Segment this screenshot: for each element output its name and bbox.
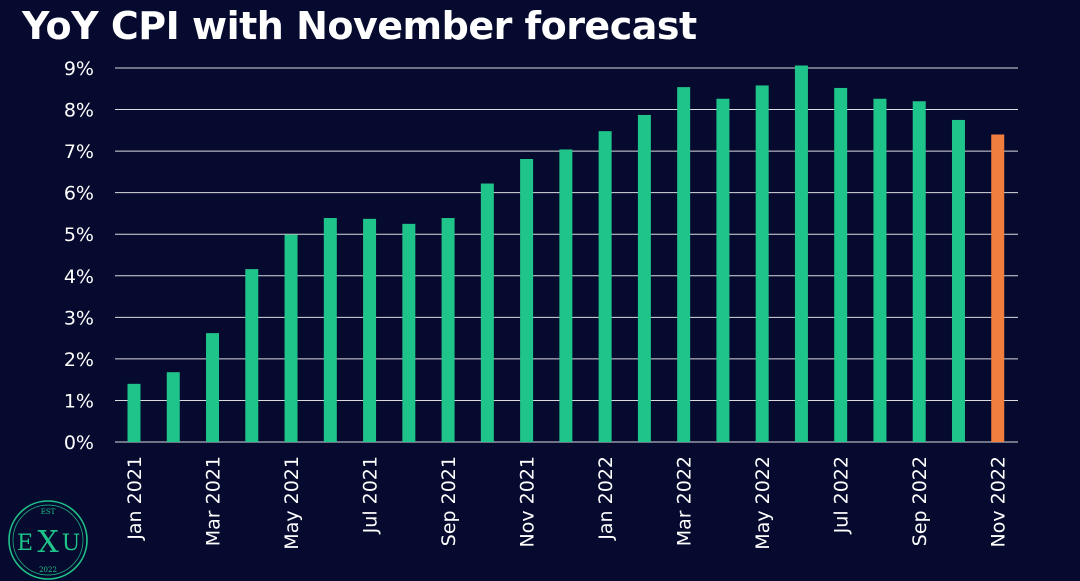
logo-letter-e: E <box>17 531 33 556</box>
bar <box>441 218 455 442</box>
x-axis-tick-labels: Jan 2021 Mar 2021 May 2021 Jul 2021 Sep 2021… <box>124 456 1010 550</box>
exu-logo: EST E X U 2022 <box>8 500 88 580</box>
bar <box>873 98 887 443</box>
bar <box>677 87 691 443</box>
y-axis-tick-labels: 0% 1% 2% 3% 4% 5% 6% 7% 8% 9% <box>64 58 94 454</box>
bar <box>127 383 141 442</box>
logo-letter-u: U <box>62 531 81 556</box>
y-tick-label: 2% <box>64 349 94 371</box>
x-tick-label: Jul 2022 <box>831 456 853 534</box>
bar <box>598 131 612 443</box>
x-tick-label: Nov 2021 <box>517 456 539 547</box>
bar <box>912 101 926 442</box>
y-tick-label: 3% <box>64 307 94 329</box>
x-tick-label: Sep 2022 <box>909 456 931 546</box>
bar <box>245 269 259 442</box>
x-tick-label: Mar 2022 <box>674 456 696 546</box>
bars <box>127 65 1005 443</box>
bar <box>402 223 416 442</box>
bar <box>166 372 180 442</box>
logo-letter-x: X <box>37 525 59 560</box>
bar <box>206 333 220 442</box>
bar <box>716 98 730 443</box>
y-tick-label: 4% <box>64 266 94 288</box>
x-tick-label: Mar 2021 <box>203 456 225 546</box>
x-tick-label: Sep 2021 <box>438 456 460 546</box>
bar <box>755 85 769 442</box>
bar-forecast <box>991 134 1005 442</box>
x-tick-label: May 2021 <box>281 456 303 550</box>
y-tick-label: 0% <box>64 432 94 454</box>
y-tick-label: 8% <box>64 100 94 122</box>
y-tick-label: 1% <box>64 390 94 412</box>
bar <box>480 183 494 442</box>
bar <box>363 218 377 442</box>
bar <box>559 149 573 442</box>
x-tick-label: Jul 2021 <box>360 456 382 534</box>
bar <box>834 87 848 443</box>
y-tick-label: 6% <box>64 183 94 205</box>
bar <box>794 65 808 443</box>
logo-year-text: 2022 <box>39 566 57 574</box>
bar <box>284 234 298 442</box>
x-tick-label: May 2022 <box>752 456 774 550</box>
x-tick-label: Jan 2021 <box>124 456 146 541</box>
x-tick-label: Jan 2022 <box>595 456 617 541</box>
y-tick-label: 5% <box>64 224 94 246</box>
bar <box>323 218 337 442</box>
y-tick-label: 7% <box>64 141 94 163</box>
bar <box>951 119 965 442</box>
y-tick-label: 9% <box>64 58 94 80</box>
chart-title: YoY CPI with November forecast <box>22 4 697 48</box>
x-tick-label: Nov 2022 <box>988 456 1010 547</box>
bar <box>520 159 534 443</box>
bar <box>637 114 651 443</box>
logo-est-text: EST <box>41 508 56 516</box>
